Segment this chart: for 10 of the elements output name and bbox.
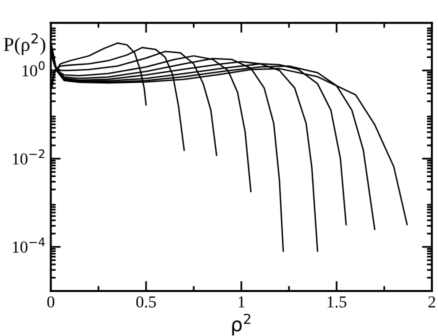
y-tick-label: 10$^{−2}$	[12, 149, 44, 165]
y-tick-label: 10$^{−4}$	[12, 238, 45, 253]
y-tick-label: 10$^{0}$	[22, 61, 45, 76]
x-tick-label: 1.5	[328, 296, 346, 308]
x-tick-label: 0.5	[136, 296, 156, 308]
x-axis-title: ρ$^{2}$	[232, 314, 250, 336]
x-tick-label: 0	[47, 296, 54, 308]
y-axis-title: P(ρ$^{2}$)	[4, 33, 46, 55]
x-tick-label: 1	[238, 296, 245, 308]
x-tick-label: 2	[428, 296, 436, 308]
